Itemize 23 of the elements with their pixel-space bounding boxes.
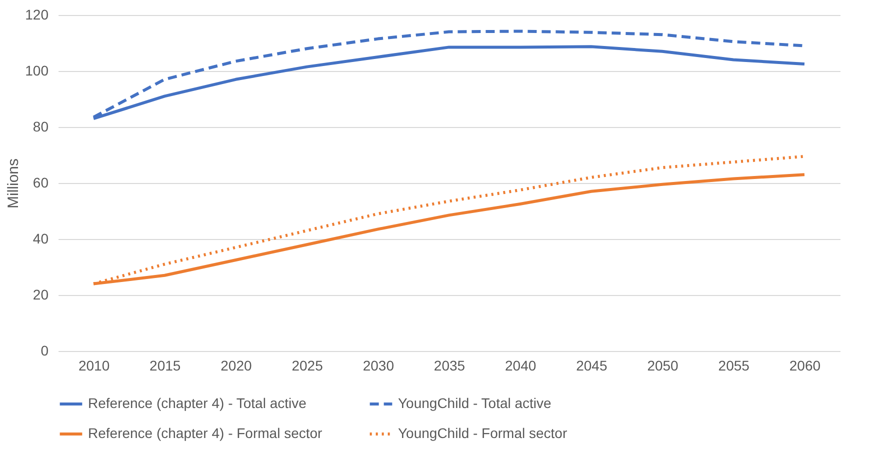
x-tick-label: 2015 (150, 358, 181, 374)
y-tick-label: 20 (32, 286, 49, 302)
legend-label: YoungChild - Total active (398, 395, 552, 411)
legend-label: Reference (chapter 4) - Formal sector (88, 425, 323, 441)
y-tick-label: 60 (32, 174, 49, 190)
x-tick-label: 2060 (789, 358, 821, 374)
x-tick-label: 2040 (505, 358, 536, 374)
x-tick-label: 2055 (718, 358, 750, 374)
legend-label: Reference (chapter 4) - Total active (88, 395, 307, 411)
legend-label: YoungChild - Formal sector (398, 425, 568, 441)
x-tick-label: 2050 (647, 358, 679, 374)
x-tick-label: 2010 (78, 358, 110, 374)
x-tick-label: 2035 (434, 358, 466, 374)
x-tick-label: 2030 (362, 358, 394, 374)
y-tick-label: 120 (25, 6, 49, 22)
x-tick-label: 2045 (576, 358, 608, 374)
y-tick-label: 40 (32, 230, 49, 246)
y-tick-label: 80 (32, 118, 49, 134)
x-tick-label: 2020 (220, 358, 252, 374)
y-axis-title: Millions (5, 158, 22, 209)
x-tick-label: 2025 (292, 358, 324, 374)
y-tick-label: 100 (25, 62, 49, 78)
y-tick-label: 0 (40, 342, 49, 358)
